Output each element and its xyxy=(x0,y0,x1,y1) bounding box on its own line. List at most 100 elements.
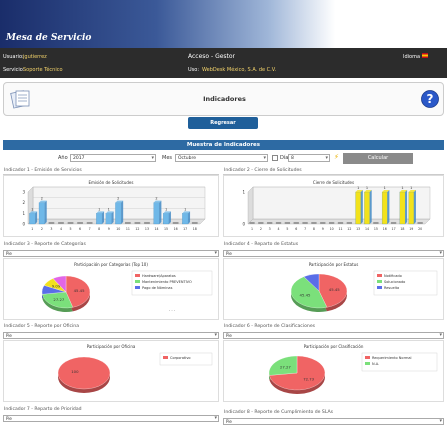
x-tick-label: 7 xyxy=(89,227,91,231)
bar-base xyxy=(390,222,397,224)
legend-box xyxy=(361,352,438,372)
bar-top xyxy=(399,190,408,192)
bar-top xyxy=(163,211,171,214)
dia-checkbox[interactable] xyxy=(272,155,278,161)
data-label: 1 xyxy=(410,186,412,190)
mes-select[interactable]: Octubre xyxy=(175,154,268,162)
bar-top xyxy=(182,211,191,214)
dia-select[interactable]: 8 xyxy=(288,154,330,162)
x-tick-label: 9 xyxy=(108,227,110,231)
page-title: Indicadores xyxy=(203,95,246,103)
bar xyxy=(29,213,36,225)
bar-base xyxy=(293,222,299,224)
bar xyxy=(399,191,406,225)
data-label: 1 xyxy=(108,207,110,211)
x-tick-label: 12 xyxy=(347,227,351,231)
x-tick-label: 14 xyxy=(365,227,369,231)
bar-top xyxy=(364,190,372,192)
x-tick-label: 10 xyxy=(330,227,334,231)
regresar-button[interactable]: Regresar xyxy=(188,117,258,129)
data-label: 1 xyxy=(357,186,359,190)
panel-5-type-select[interactable]: Pie xyxy=(3,332,219,339)
panel-8-type-select[interactable]: Pie xyxy=(223,418,444,425)
x-tick-label: 7 xyxy=(304,227,306,231)
bar-side xyxy=(44,200,47,224)
anio-select[interactable]: 2017 xyxy=(70,154,156,162)
legend-more: . . . xyxy=(169,307,175,312)
bar-base xyxy=(249,222,255,224)
legend-swatch xyxy=(163,356,168,359)
bar-side xyxy=(405,190,408,224)
data-label: 1 xyxy=(366,186,368,190)
acceso-text: Acceso - Gestor xyxy=(188,53,236,60)
bar xyxy=(115,202,122,225)
x-tick-label: 14 xyxy=(154,227,158,231)
bar-base xyxy=(275,222,282,224)
bar xyxy=(105,213,112,225)
panel-4-type-select[interactable]: Pie xyxy=(223,250,444,257)
x-tick-label: 17 xyxy=(183,227,187,231)
x-tick-label: 18 xyxy=(400,227,404,231)
spain-flag-icon[interactable] xyxy=(422,53,428,58)
bar-base xyxy=(311,222,317,224)
bar-base xyxy=(172,222,179,224)
panel-6-chart: Participación por Clasificación 72.73 27.2… xyxy=(223,340,444,402)
bar-base xyxy=(346,222,352,224)
mes-label: Mes xyxy=(162,155,172,161)
bar-base xyxy=(302,222,308,224)
legend-swatch xyxy=(365,362,370,365)
x-tick-label: 11 xyxy=(126,227,130,231)
help-icon[interactable]: ? xyxy=(420,89,440,109)
x-tick-label: 3 xyxy=(50,227,52,231)
pie-chart-estatus: Participación por Estatus 45.45 45.45 Notif… xyxy=(290,262,438,312)
bar-side xyxy=(168,211,171,224)
bar-side xyxy=(413,190,416,224)
legend-label: Hardware\Aparatos xyxy=(142,274,176,278)
uso-label: Uso: xyxy=(188,67,200,73)
legend-label: Resuelta xyxy=(384,286,399,290)
user-bar: Usuario: jgutierrez Acceso - Gestor Idio… xyxy=(0,48,447,78)
servicio-label: Servicio: xyxy=(3,67,25,73)
data-label: 2 xyxy=(155,197,157,201)
usuario-label: Usuario: xyxy=(3,54,24,60)
chart-title: Participación por Categorías (Top 10) xyxy=(74,262,148,267)
panel-4-title: Indicador 4 - Reparto de Estatus xyxy=(224,242,299,247)
panel-7-type-select[interactable]: Pie xyxy=(3,415,219,422)
panel-5-title: Indicador 5 - Reporte por Oficina xyxy=(4,324,80,329)
chart-title: Participación por Clasificación xyxy=(304,344,364,349)
x-tick-label: 4 xyxy=(60,227,62,231)
anio-label: Año xyxy=(58,155,68,161)
chart-title: Cierre de Solicitudes xyxy=(313,180,354,185)
pie-label: 72.73 xyxy=(303,377,314,382)
bar xyxy=(355,191,361,225)
legend-swatch xyxy=(135,280,140,283)
panel-3-chart: Participación por Categorías (Top 10) 45.… xyxy=(3,258,219,320)
app-banner: Mesa de Servicio xyxy=(0,0,447,48)
bar xyxy=(163,213,170,225)
panel-7-title: Indicador 7 - Reparto de Prioridad xyxy=(4,407,82,412)
panel-3-type-select[interactable]: Pie xyxy=(3,250,219,257)
y-tick-label: 0 xyxy=(242,222,245,227)
bar-base xyxy=(328,222,335,224)
legend-swatch xyxy=(377,286,382,289)
pie-label: 45.45 xyxy=(300,292,311,297)
panel-6-type-select[interactable]: Pie xyxy=(223,332,444,339)
x-tick-label: 4 xyxy=(278,227,280,231)
legend-label: N.A. xyxy=(372,362,379,366)
y-tick-label: 3 xyxy=(22,190,25,195)
x-tick-label: 5 xyxy=(286,227,288,231)
bar xyxy=(182,213,189,225)
legend-swatch xyxy=(377,280,382,283)
legend-label: Pago de Nóminas xyxy=(142,286,173,290)
data-label: 1 xyxy=(165,207,167,211)
bar-top xyxy=(105,211,114,214)
legend-box xyxy=(373,270,438,296)
data-label: 1 xyxy=(184,207,186,211)
y-tick-label: 0 xyxy=(22,222,25,227)
calcular-button[interactable]: Calcular xyxy=(343,153,413,164)
pie-slice xyxy=(290,276,328,309)
legend-swatch xyxy=(135,274,140,277)
x-tick-label: 18 xyxy=(193,227,197,231)
x-tick-label: 8 xyxy=(313,227,315,231)
bar-top xyxy=(115,200,124,203)
